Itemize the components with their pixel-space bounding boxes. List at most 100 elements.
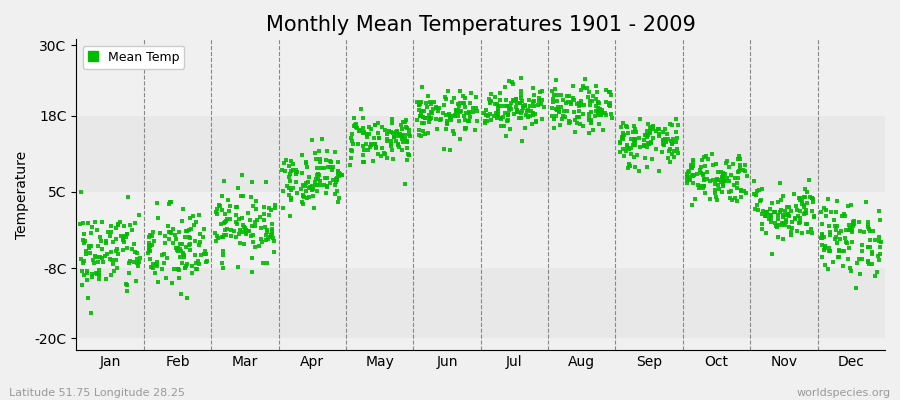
Point: [390, 128, 404, 134]
Point: [523, 113, 537, 119]
Point: [259, 232, 274, 238]
Point: [669, 129, 683, 135]
Point: [319, 157, 333, 163]
Point: [438, 96, 453, 102]
Point: [345, 148, 359, 154]
Point: [646, 126, 661, 132]
Point: [860, 244, 875, 250]
Point: [284, 197, 299, 203]
Point: [860, 224, 875, 230]
Point: [853, 270, 868, 277]
Point: [684, 162, 698, 168]
Point: [529, 119, 544, 125]
Point: [500, 110, 515, 117]
Point: [122, 260, 136, 266]
Point: [526, 120, 540, 127]
Point: [545, 104, 560, 111]
Point: [368, 122, 382, 128]
Point: [220, 226, 234, 232]
Point: [210, 206, 224, 212]
Point: [500, 112, 515, 118]
Point: [762, 216, 777, 222]
Point: [458, 117, 473, 123]
Point: [295, 182, 310, 188]
Point: [509, 96, 524, 102]
Point: [624, 151, 638, 158]
Point: [401, 130, 416, 137]
Point: [780, 212, 795, 218]
Point: [568, 116, 582, 123]
Point: [211, 234, 225, 241]
Point: [192, 261, 206, 267]
Point: [589, 103, 603, 110]
Point: [312, 156, 327, 162]
Point: [209, 238, 223, 245]
Point: [411, 127, 426, 133]
Point: [747, 178, 761, 185]
Point: [463, 114, 477, 120]
Point: [175, 260, 189, 266]
Point: [236, 222, 250, 228]
Point: [410, 99, 425, 105]
Point: [188, 252, 202, 258]
Point: [592, 120, 607, 127]
Point: [218, 211, 232, 218]
Point: [320, 175, 334, 181]
Point: [349, 125, 364, 131]
Point: [845, 227, 859, 233]
Point: [430, 105, 445, 112]
Point: [112, 222, 126, 228]
Point: [536, 97, 550, 103]
Point: [613, 149, 627, 156]
Point: [785, 225, 799, 231]
Point: [189, 266, 203, 272]
Point: [318, 174, 332, 181]
Point: [400, 124, 414, 131]
Point: [120, 231, 134, 237]
Point: [545, 95, 560, 102]
Point: [814, 209, 828, 215]
Point: [400, 124, 414, 131]
Point: [731, 174, 745, 181]
Point: [577, 102, 591, 108]
Point: [513, 100, 527, 106]
Point: [501, 116, 516, 123]
Point: [166, 266, 181, 272]
Point: [128, 249, 142, 256]
Point: [722, 188, 736, 195]
Point: [482, 95, 496, 102]
Point: [814, 242, 829, 249]
Point: [481, 112, 495, 119]
Point: [591, 99, 606, 106]
Point: [255, 238, 269, 245]
Point: [613, 140, 627, 146]
Point: [478, 112, 492, 118]
Text: worldspecies.org: worldspecies.org: [796, 388, 891, 398]
Point: [418, 131, 433, 137]
Point: [402, 132, 417, 139]
Point: [822, 244, 836, 251]
Point: [626, 136, 641, 142]
Point: [767, 209, 781, 216]
Point: [186, 213, 201, 220]
Point: [873, 251, 887, 258]
Point: [411, 102, 426, 108]
Point: [329, 177, 344, 183]
Point: [229, 219, 243, 226]
Point: [503, 126, 517, 132]
Point: [453, 108, 467, 115]
Point: [217, 232, 231, 238]
Point: [85, 270, 99, 277]
Point: [307, 150, 321, 156]
Point: [657, 142, 671, 148]
Point: [358, 141, 373, 147]
Point: [447, 95, 462, 101]
Point: [697, 177, 711, 183]
Point: [469, 94, 483, 100]
Point: [453, 88, 467, 94]
Point: [425, 110, 439, 116]
Point: [504, 100, 518, 106]
Point: [446, 128, 460, 134]
Point: [639, 144, 653, 150]
Point: [799, 206, 814, 213]
